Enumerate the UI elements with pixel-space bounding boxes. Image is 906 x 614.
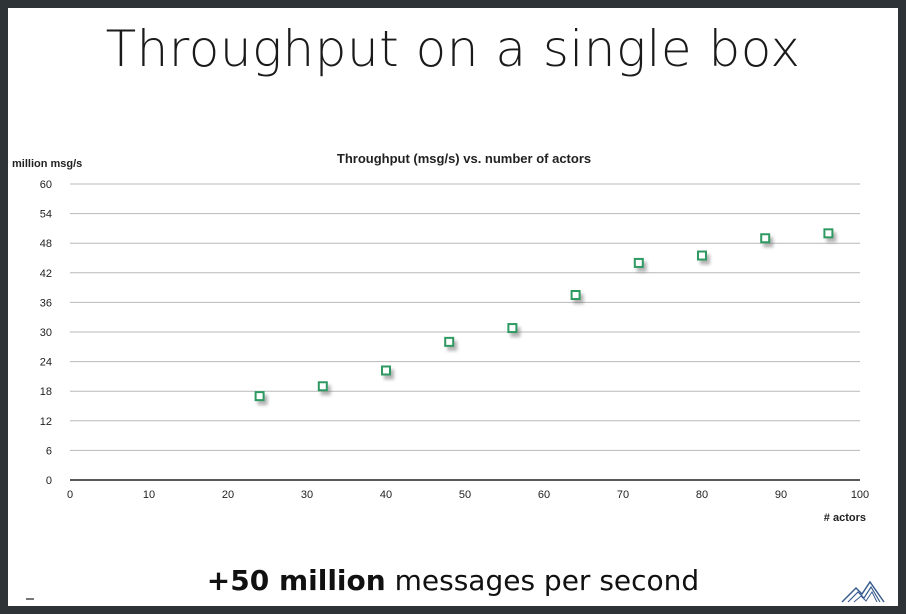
- mountain-logo-icon: [841, 580, 885, 603]
- page-marker: [26, 598, 34, 600]
- y-tick-label: 0: [46, 475, 52, 487]
- y-tick-label: 12: [40, 416, 52, 428]
- data-point: [633, 257, 644, 268]
- data-point: [381, 365, 391, 376]
- y-tick-label: 18: [40, 386, 52, 398]
- data-point: [570, 290, 581, 300]
- data-point: [317, 381, 328, 392]
- data-point: [823, 228, 834, 239]
- y-tick-label: 54: [40, 209, 52, 221]
- x-tick-label: 90: [775, 489, 787, 501]
- chart-title: Throughput (msg/s) vs. number of actors: [337, 151, 591, 166]
- x-tick-label: 100: [851, 489, 869, 501]
- x-tick-label: 50: [459, 489, 471, 501]
- slide-title: Throughput on a single box: [105, 20, 801, 78]
- x-tick-label: 20: [222, 489, 234, 501]
- x-axis-label: # actors: [824, 512, 866, 524]
- data-point: [507, 323, 518, 334]
- footer-bold: +50 million: [206, 564, 386, 597]
- y-tick-label: 6: [46, 445, 52, 457]
- x-tick-label: 30: [301, 489, 313, 501]
- y-axis-label: million msg/s: [12, 158, 82, 170]
- slide: Throughput on a single box Throughput (m…: [8, 8, 898, 606]
- data-point: [254, 391, 265, 402]
- data-point: [760, 233, 771, 244]
- y-tick-label: 36: [40, 297, 52, 309]
- y-tick-label: 42: [40, 268, 52, 280]
- scatter-chart: Throughput (msg/s) vs. number of actors …: [12, 151, 869, 524]
- x-tick-label: 80: [696, 489, 708, 501]
- data-point: [697, 250, 707, 261]
- y-tick-label: 48: [40, 238, 52, 250]
- data-point: [444, 336, 455, 347]
- footer-caption: +50 million messages per second: [8, 564, 898, 597]
- x-tick-label: 40: [380, 489, 392, 501]
- x-tick-label: 60: [538, 489, 550, 501]
- footer-text: messages per second: [385, 564, 700, 597]
- x-tick-label: 0: [67, 489, 73, 501]
- y-tick-label: 24: [40, 357, 52, 369]
- y-tick-label: 30: [40, 327, 52, 339]
- x-tick-label: 70: [617, 489, 629, 501]
- x-tick-label: 10: [143, 489, 155, 501]
- y-tick-label: 60: [40, 179, 52, 191]
